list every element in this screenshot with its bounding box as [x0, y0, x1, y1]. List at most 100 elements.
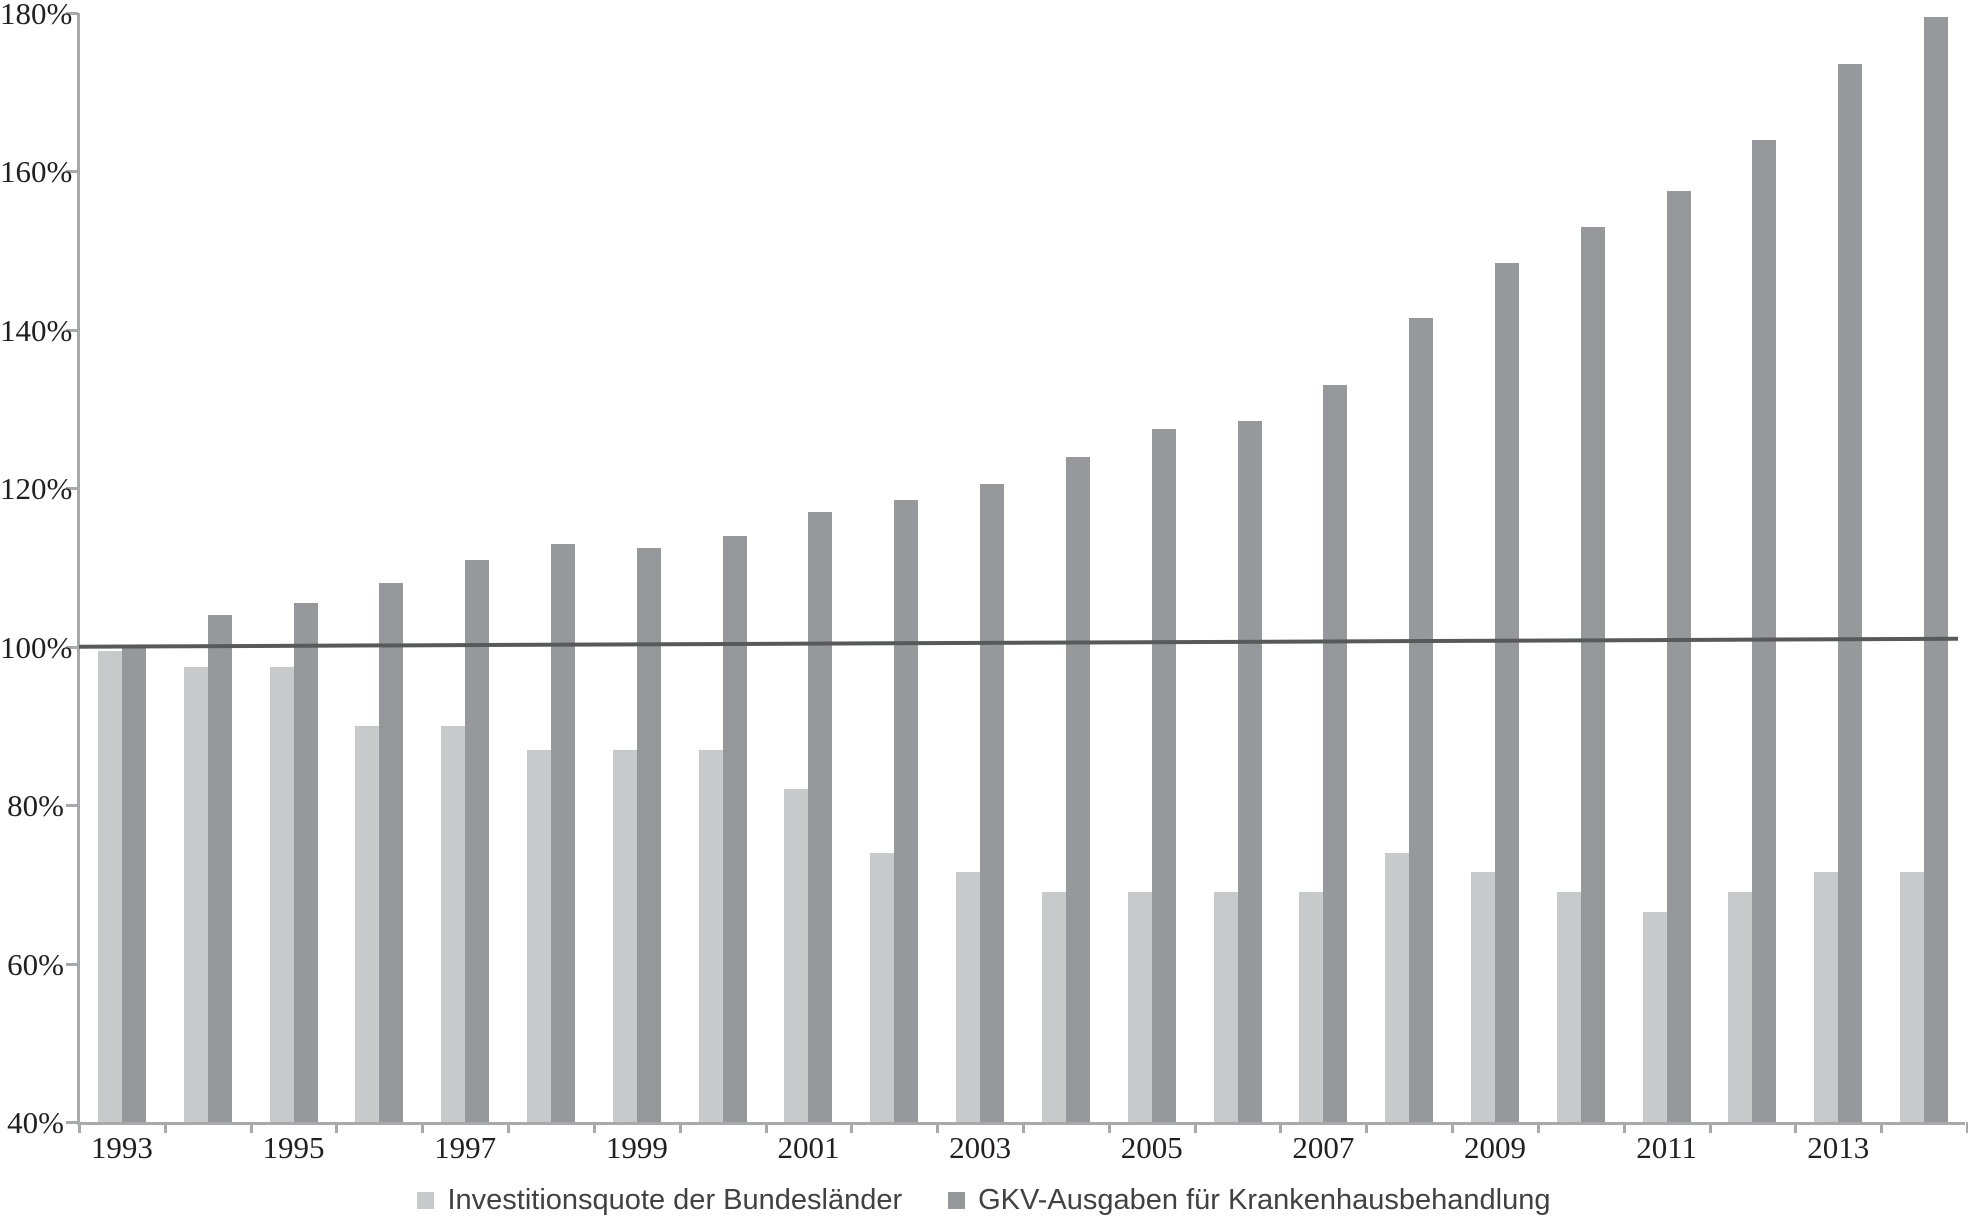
x-axis-year-label: 2001 — [777, 1130, 840, 1165]
x-axis-tick — [1107, 1122, 1111, 1133]
bar-investitionsquote-2010 — [1556, 892, 1581, 1122]
y-axis-tick — [66, 12, 78, 15]
x-axis-year-label: 2003 — [949, 1130, 1012, 1165]
y-axis-tick — [66, 962, 78, 966]
bar-gkv-ausgaben-1997 — [465, 559, 490, 1122]
bar-gkv-ausgaben-2001 — [808, 512, 833, 1122]
x-axis-tick — [592, 1122, 596, 1133]
bar-investitionsquote-1995 — [269, 666, 294, 1122]
bar-investitionsquote-2000 — [698, 749, 723, 1122]
x-axis-tick — [1022, 1122, 1025, 1133]
legend-swatch-investitionsquote — [417, 1192, 435, 1209]
bar-investitionsquote-1997 — [441, 725, 466, 1122]
bar-investitionsquote-1993 — [97, 650, 122, 1122]
x-axis-year-label: 1997 — [434, 1130, 497, 1165]
bar-investitionsquote-2009 — [1471, 872, 1495, 1122]
x-axis-year-label: 2011 — [1636, 1130, 1698, 1165]
x-axis-tick — [1279, 1122, 1283, 1133]
bar-gkv-ausgaben-2014 — [1924, 16, 1949, 1122]
x-axis-year-label: 1993 — [90, 1130, 153, 1165]
x-axis-tick — [1365, 1122, 1369, 1133]
y-axis-tick-label: 160% — [0, 154, 73, 190]
bar-gkv-ausgaben-1998 — [551, 543, 575, 1122]
bar-gkv-ausgaben-2004 — [1065, 456, 1090, 1122]
bar-investitionsquote-1994 — [183, 666, 208, 1122]
y-axis-tick — [66, 804, 78, 808]
bar-investitionsquote-2011 — [1642, 912, 1667, 1122]
bar-gkv-ausgaben-2008 — [1409, 317, 1434, 1122]
reference-line-100pct — [78, 636, 1959, 649]
y-axis-tick-label: 140% — [0, 312, 73, 348]
bar-investitionsquote-1998 — [527, 749, 551, 1122]
x-axis-year-label: 2005 — [1120, 1130, 1183, 1165]
y-axis-tick-label: 40% — [7, 1105, 64, 1140]
x-axis-year-label: 2007 — [1292, 1130, 1355, 1165]
bar-investitionsquote-2001 — [784, 789, 809, 1122]
y-axis-tick — [66, 170, 78, 174]
y-axis-line — [77, 13, 80, 1125]
x-axis-tick — [507, 1122, 511, 1133]
bar-investitionsquote-2012 — [1728, 892, 1753, 1122]
legend-label-gkv-ausgaben: GKV-Ausgaben für Krankenhausbehandlung — [978, 1184, 1551, 1216]
bar-investitionsquote-2013 — [1814, 872, 1839, 1122]
bar-investitionsquote-2008 — [1385, 852, 1410, 1122]
bar-gkv-ausgaben-2009 — [1495, 262, 1519, 1122]
bar-gkv-ausgaben-2010 — [1580, 226, 1605, 1122]
y-axis-tick-label: 60% — [7, 946, 64, 982]
bar-investitionsquote-2004 — [1041, 892, 1066, 1122]
legend-item-gkv-ausgaben: GKV-Ausgaben für Krankenhausbehandlung — [948, 1184, 1551, 1217]
x-axis-year-label: 1999 — [605, 1130, 668, 1165]
y-axis-tick-label: 180% — [0, 0, 73, 31]
x-axis-year-label: 2013 — [1807, 1130, 1870, 1165]
y-axis-tick — [66, 1121, 78, 1124]
x-axis-tick — [1622, 1122, 1626, 1133]
x-axis-tick — [1880, 1122, 1884, 1133]
bar-gkv-ausgaben-2012 — [1752, 139, 1777, 1122]
x-axis-tick — [1708, 1122, 1712, 1133]
bar-gkv-ausgaben-2003 — [980, 484, 1005, 1122]
x-axis-tick — [678, 1122, 682, 1133]
y-axis-tick — [66, 328, 78, 332]
x-axis-tick — [1451, 1122, 1455, 1133]
bar-gkv-ausgaben-1996 — [379, 583, 404, 1122]
x-axis-tick — [936, 1122, 940, 1133]
bar-gkv-ausgaben-2002 — [894, 500, 919, 1122]
bar-gkv-ausgaben-1993 — [121, 646, 146, 1122]
x-axis-tick — [1193, 1122, 1197, 1133]
bar-investitionsquote-2005 — [1127, 892, 1152, 1122]
legend-label-investitionsquote: Investitionsquote der Bundesländer — [447, 1184, 903, 1216]
legend: Investitionsquote der Bundesländer GKV-A… — [0, 1184, 1968, 1217]
x-axis-tick — [421, 1122, 425, 1133]
bar-gkv-ausgaben-2007 — [1323, 385, 1348, 1122]
x-axis-year-label: 2009 — [1464, 1130, 1526, 1165]
x-axis-tick — [78, 1122, 81, 1133]
x-axis-tick — [1794, 1122, 1798, 1133]
bar-investitionsquote-2006 — [1213, 892, 1238, 1122]
bar-investitionsquote-1999 — [612, 749, 637, 1122]
x-axis-tick — [249, 1122, 253, 1133]
y-axis-tick-label: 100% — [0, 629, 73, 665]
bar-gkv-ausgaben-2000 — [722, 535, 747, 1122]
x-axis-tick — [850, 1122, 854, 1133]
bar-investitionsquote-1996 — [355, 725, 380, 1122]
legend-swatch-gkv-ausgaben — [948, 1192, 966, 1209]
bar-investitionsquote-2014 — [1900, 872, 1925, 1122]
bar-gkv-ausgaben-1994 — [207, 615, 232, 1122]
bar-gkv-ausgaben-2005 — [1151, 428, 1176, 1122]
y-axis-tick-label: 80% — [7, 788, 64, 824]
y-axis-tick-label: 120% — [0, 471, 73, 507]
x-axis-tick — [1536, 1122, 1540, 1133]
bar-investitionsquote-2003 — [956, 872, 981, 1122]
bar-investitionsquote-2002 — [870, 852, 895, 1122]
x-axis-year-label: 1995 — [262, 1130, 325, 1165]
bar-investitionsquote-2007 — [1299, 892, 1324, 1122]
y-axis-tick — [66, 645, 78, 649]
bar-gkv-ausgaben-1995 — [293, 603, 318, 1122]
x-axis-line — [77, 1122, 1965, 1125]
y-axis-tick — [66, 487, 78, 491]
legend-item-investitionsquote: Investitionsquote der Bundesländer — [417, 1184, 902, 1217]
x-axis-tick — [335, 1122, 339, 1133]
x-axis-tick — [1966, 1122, 1968, 1133]
bar-gkv-ausgaben-2013 — [1838, 64, 1863, 1122]
